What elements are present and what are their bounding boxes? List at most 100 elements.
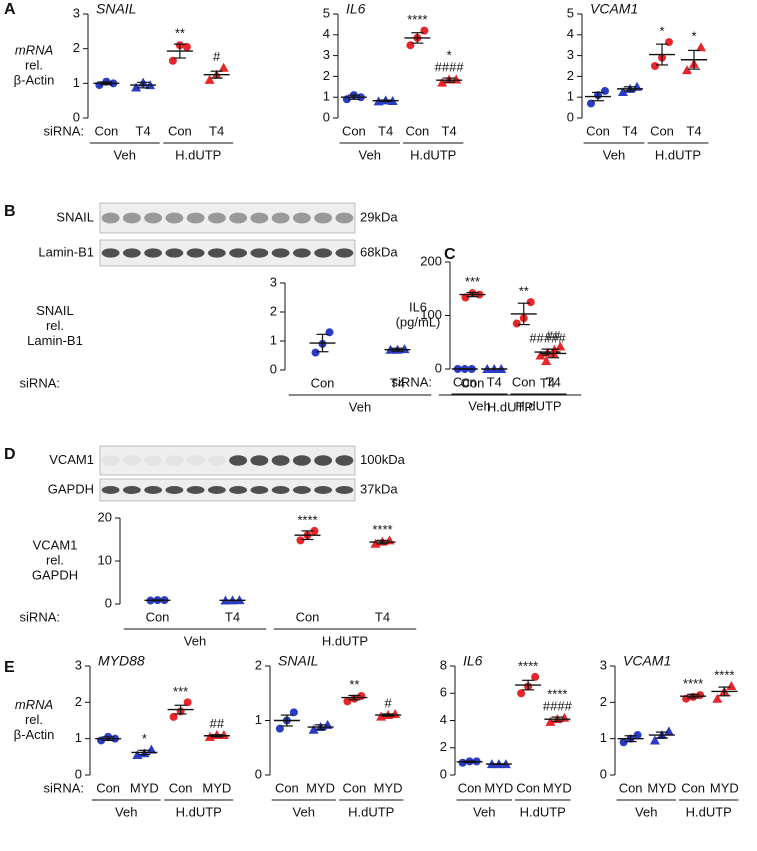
y-tick-label: 0 [105,595,112,610]
blot-band [314,455,333,466]
group-label: Veh [473,804,495,819]
blot-band [292,212,311,224]
group-label: H.dUTP [410,147,456,162]
x-tick-label: T4 [378,123,393,138]
blot-band [122,212,141,224]
x-tick-label: Con [512,374,536,389]
data-point [204,74,215,84]
group-label: Veh [468,398,490,413]
y-tick-label: 1 [567,89,574,104]
blot-band [250,455,269,466]
blot-band [207,212,226,224]
blot-band [229,455,248,466]
data-point [663,726,674,736]
y-axis-label: rel. [25,57,43,72]
blot-band [101,248,120,258]
x-axis-label: siRNA: [20,609,60,624]
data-point [649,735,660,745]
data-point [420,26,429,35]
data-point [541,355,552,365]
data-point [512,319,521,328]
group-label: Veh [293,804,315,819]
blot-background [99,239,356,267]
group-label: H.dUTP [487,399,533,414]
x-tick-label: T4 [540,375,555,390]
blot-band [144,455,163,466]
chart-title: IL6 [346,1,366,17]
group-label: Veh [603,147,625,162]
y-tick-label: 0 [435,360,442,375]
data-point [311,348,320,357]
significance-label: **** [297,512,317,527]
data-point [182,42,191,51]
group-label: H.dUTP [322,633,368,648]
blot-band [144,248,163,258]
data-point [146,744,157,754]
significance-label: * [659,24,664,39]
blot-band [271,486,290,494]
data-point [633,731,642,740]
x-tick-label: T4 [487,374,502,389]
data-point [437,77,448,87]
blot-band [271,212,290,224]
y-tick-label: 5 [323,5,330,20]
panel-letter: A [4,1,16,18]
group-label: H.dUTP [348,804,394,819]
x-tick-label: Con [681,780,705,795]
y-tick-label: 2 [600,694,607,709]
blot-background [99,478,356,502]
y-tick-label: 3 [75,657,82,672]
significance-label: * [691,29,696,44]
blot-band [101,455,120,466]
y-tick-label: 200 [420,253,442,268]
blot-band [229,248,248,258]
group-label: H.dUTP [655,147,701,162]
significance-label: # [385,695,393,710]
y-tick-label: 100 [420,307,442,322]
data-point [218,62,229,72]
data-point [618,87,628,96]
x-tick-label: MYD [130,780,159,795]
data-point [601,86,609,95]
y-axis-label: VCAM1 [33,537,78,552]
blot-band [144,212,163,224]
data-point [289,708,298,717]
blot-band [207,455,226,466]
data-point [531,672,540,681]
y-tick-label: 0 [440,766,447,781]
significance-label: **** [407,12,427,27]
significance-label: # [213,49,221,64]
data-point [619,738,628,747]
group-label: Veh [184,633,206,648]
blot-background [99,445,356,476]
blot-band [335,248,354,258]
significance-label: * [447,48,452,63]
data-point [234,595,245,605]
data-point [169,712,178,721]
blot-band [186,455,205,466]
blot-band [165,212,184,224]
data-point [651,62,659,70]
x-tick-label: MYD [374,780,403,795]
blot-band [335,455,354,466]
group-label: H.dUTP [686,804,732,819]
x-tick-label: T4 [442,123,457,138]
data-point [726,680,737,690]
y-tick-label: 2 [255,657,262,672]
x-tick-label: Con [168,123,192,138]
x-tick-label: T4 [225,609,240,624]
x-tick-label: T4 [686,123,701,138]
y-axis-label: rel. [25,712,43,727]
x-tick-label: T4 [209,123,224,138]
x-tick-label: T4 [375,609,390,624]
x-tick-label: MYD [484,780,513,795]
data-point [131,82,142,92]
x-tick-label: Con [94,123,118,138]
y-tick-label: 2 [567,68,574,83]
group-label: H.dUTP [520,804,566,819]
blot-band [335,212,354,224]
data-point [665,38,673,47]
x-axis-label: siRNA: [20,375,60,390]
x-tick-label: T4 [622,123,637,138]
y-axis-label: Lamin-B1 [27,333,83,348]
